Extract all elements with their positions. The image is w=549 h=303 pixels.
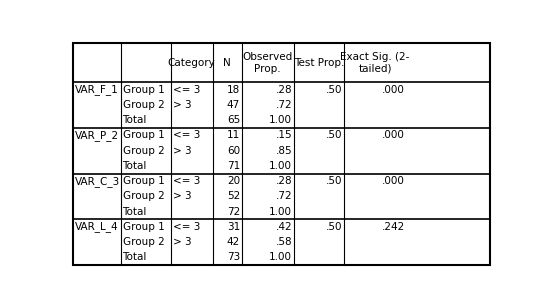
Text: .000: .000 bbox=[382, 176, 405, 186]
Text: > 3: > 3 bbox=[172, 100, 191, 110]
Text: 11: 11 bbox=[227, 131, 240, 141]
Text: Group 1: Group 1 bbox=[122, 222, 164, 232]
Text: 65: 65 bbox=[227, 115, 240, 125]
Text: 72: 72 bbox=[227, 207, 240, 217]
Text: .50: .50 bbox=[326, 131, 342, 141]
Text: 52: 52 bbox=[227, 191, 240, 201]
Text: <= 3: <= 3 bbox=[172, 176, 200, 186]
Text: Total: Total bbox=[122, 207, 147, 217]
Text: 1.00: 1.00 bbox=[269, 207, 292, 217]
Text: <= 3: <= 3 bbox=[172, 85, 200, 95]
Text: VAR_C_3: VAR_C_3 bbox=[75, 176, 120, 187]
Text: Group 1: Group 1 bbox=[122, 85, 164, 95]
Text: .242: .242 bbox=[382, 222, 405, 232]
Text: Group 2: Group 2 bbox=[122, 191, 164, 201]
Text: .28: .28 bbox=[276, 85, 292, 95]
Text: Category: Category bbox=[168, 58, 216, 68]
Text: Group 2: Group 2 bbox=[122, 100, 164, 110]
Text: <= 3: <= 3 bbox=[172, 222, 200, 232]
Text: Total: Total bbox=[122, 115, 147, 125]
Text: 73: 73 bbox=[227, 252, 240, 262]
Text: .15: .15 bbox=[276, 131, 292, 141]
Text: .42: .42 bbox=[276, 222, 292, 232]
Text: .72: .72 bbox=[276, 100, 292, 110]
Text: Group 1: Group 1 bbox=[122, 131, 164, 141]
Text: Total: Total bbox=[122, 161, 147, 171]
Text: > 3: > 3 bbox=[172, 146, 191, 156]
Text: .50: .50 bbox=[326, 85, 342, 95]
Text: 1.00: 1.00 bbox=[269, 115, 292, 125]
Text: <= 3: <= 3 bbox=[172, 131, 200, 141]
Text: .72: .72 bbox=[276, 191, 292, 201]
Text: Test Prop.: Test Prop. bbox=[294, 58, 344, 68]
Text: VAR_F_1: VAR_F_1 bbox=[75, 84, 119, 95]
Text: Exact Sig. (2-
tailed): Exact Sig. (2- tailed) bbox=[340, 52, 410, 74]
Text: .28: .28 bbox=[276, 176, 292, 186]
Text: 47: 47 bbox=[227, 100, 240, 110]
Text: .000: .000 bbox=[382, 85, 405, 95]
Text: Group 1: Group 1 bbox=[122, 176, 164, 186]
Text: Observed
Prop.: Observed Prop. bbox=[243, 52, 293, 74]
Text: 1.00: 1.00 bbox=[269, 161, 292, 171]
Text: 20: 20 bbox=[227, 176, 240, 186]
Text: .85: .85 bbox=[276, 146, 292, 156]
Text: 71: 71 bbox=[227, 161, 240, 171]
Text: > 3: > 3 bbox=[172, 237, 191, 247]
Text: > 3: > 3 bbox=[172, 191, 191, 201]
Text: Group 2: Group 2 bbox=[122, 237, 164, 247]
Text: VAR_L_4: VAR_L_4 bbox=[75, 221, 118, 232]
Text: 31: 31 bbox=[227, 222, 240, 232]
Text: Group 2: Group 2 bbox=[122, 146, 164, 156]
Text: 42: 42 bbox=[227, 237, 240, 247]
Text: 18: 18 bbox=[227, 85, 240, 95]
Text: VAR_P_2: VAR_P_2 bbox=[75, 130, 119, 141]
Text: .58: .58 bbox=[276, 237, 292, 247]
Text: N: N bbox=[223, 58, 231, 68]
Text: .000: .000 bbox=[382, 131, 405, 141]
Text: 60: 60 bbox=[227, 146, 240, 156]
Text: Total: Total bbox=[122, 252, 147, 262]
Text: .50: .50 bbox=[326, 176, 342, 186]
Text: .50: .50 bbox=[326, 222, 342, 232]
Text: 1.00: 1.00 bbox=[269, 252, 292, 262]
